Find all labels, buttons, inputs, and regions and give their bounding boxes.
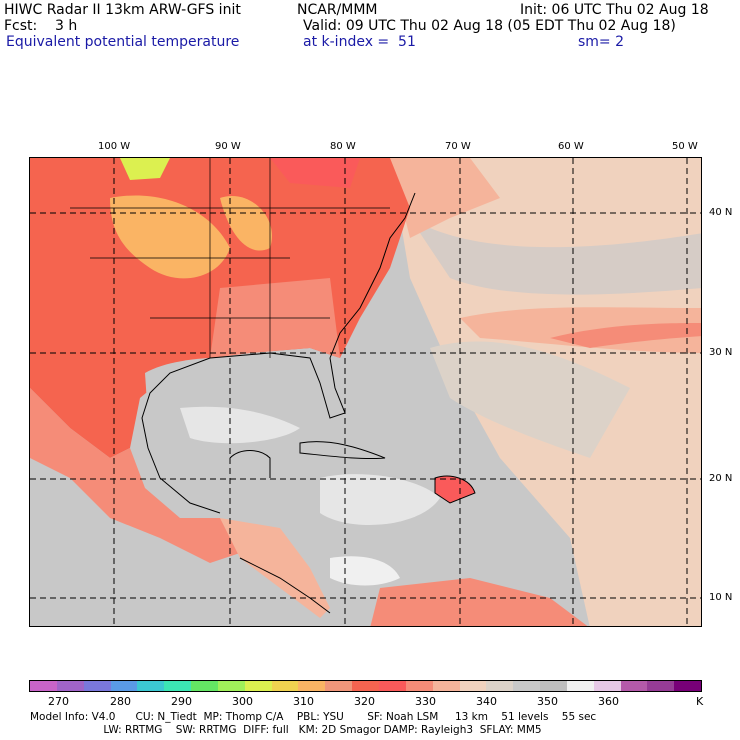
smoothing-label: sm= 2	[578, 34, 625, 50]
colorbar-swatch	[378, 681, 406, 691]
valid-time: Valid: 09 UTC Thu 02 Aug 18 (05 EDT Thu …	[303, 18, 676, 34]
north-plains-patch	[120, 158, 170, 180]
lon-label: 80 W	[330, 141, 356, 152]
hispaniola-coastline	[434, 475, 476, 504]
gulf-light-patch	[180, 406, 300, 444]
colorbar-swatch	[30, 681, 57, 691]
ohio-valley-patch	[220, 196, 272, 251]
lat-label: 40 N	[709, 207, 733, 218]
colorbar-swatch	[540, 681, 567, 691]
colorbar-swatch	[137, 681, 165, 691]
colorbar-swatch	[217, 681, 245, 691]
colorbar-swatch	[56, 681, 84, 691]
colorbar-swatch	[486, 681, 514, 691]
colorbar-label: 300	[232, 695, 253, 708]
forecast-hour: Fcst: 3 h	[4, 18, 78, 34]
map-panel	[29, 157, 702, 627]
colorbar-swatch	[244, 681, 272, 691]
colorbar-swatch	[271, 681, 299, 691]
colorbar-swatch	[352, 681, 379, 691]
colorbar-swatch	[405, 681, 433, 691]
atlantic-coastline	[329, 192, 416, 359]
lat-label: 10 N	[709, 592, 733, 603]
lon-label: 100 W	[98, 141, 131, 152]
atlantic-grey-band	[430, 341, 630, 458]
colorbar-label: 310	[293, 695, 314, 708]
level-label: at k-index = 51	[303, 34, 416, 50]
lon-label: 50 W	[672, 141, 698, 152]
great-lakes-patch	[270, 158, 360, 188]
atlantic-warm-band	[460, 307, 701, 353]
field-name: Equivalent potential temperature	[6, 34, 240, 50]
northeast-field	[390, 158, 500, 238]
hispaniola-field	[435, 476, 475, 503]
colorbar-swatch	[83, 681, 111, 691]
colorbar-label: 280	[110, 695, 131, 708]
colorbar-label: 270	[48, 695, 69, 708]
colorbar-label: 290	[171, 695, 192, 708]
colorbar-label: 360	[598, 695, 619, 708]
model-info-line2: LW: RRTMG SW: RRTMG DIFF: full KM: 2D Sm…	[30, 724, 542, 736]
lon-label: 90 W	[215, 141, 241, 152]
cuba-coastline	[299, 441, 386, 460]
central-america-coastline	[239, 557, 331, 614]
map-title: HIWC Radar II 13km ARW-GFS init	[4, 2, 241, 18]
colorbar-label: K	[696, 695, 704, 708]
colorbar-swatch	[298, 681, 326, 691]
lon-label: 60 W	[558, 141, 584, 152]
yucatan-coastline	[229, 450, 271, 478]
caribbean-light-patch	[320, 474, 440, 525]
colorbar-label: 350	[537, 695, 558, 708]
colorbar-swatch	[620, 681, 648, 691]
colorbar-swatch	[164, 681, 192, 691]
atlantic-warm-band	[550, 323, 701, 348]
caribbean-light-patch	[330, 556, 400, 586]
colorbar-swatch	[647, 681, 675, 691]
organization-label: NCAR/MMM	[297, 2, 378, 18]
colorbar-swatch	[432, 681, 460, 691]
colorbar-label: 340	[476, 695, 497, 708]
colorbar-label: 320	[354, 695, 375, 708]
colorbar-swatch	[191, 681, 218, 691]
colorbar-swatch	[513, 681, 541, 691]
colorbar-swatch	[459, 681, 487, 691]
colorbar-swatch	[325, 681, 353, 691]
south-america-field	[370, 578, 588, 626]
lat-label: 30 N	[709, 347, 733, 358]
colorbar-swatch	[674, 681, 702, 691]
graticule	[30, 158, 701, 626]
lat-label: 20 N	[709, 473, 733, 484]
colorbar	[29, 680, 702, 692]
atlantic-grey-band	[410, 218, 701, 295]
lon-label: 70 W	[445, 141, 471, 152]
init-time: Init: 06 UTC Thu 02 Aug 18	[520, 2, 709, 18]
colorbar-swatch	[593, 681, 621, 691]
mexico-field	[30, 388, 240, 563]
colorbar-swatch	[110, 681, 138, 691]
theta-e-field	[30, 158, 701, 626]
colorbar-swatch	[566, 681, 594, 691]
model-info-line1: Model Info: V4.0 CU: N_Tiedt MP: Thomp C…	[30, 711, 597, 723]
colorbar-label: 330	[415, 695, 436, 708]
